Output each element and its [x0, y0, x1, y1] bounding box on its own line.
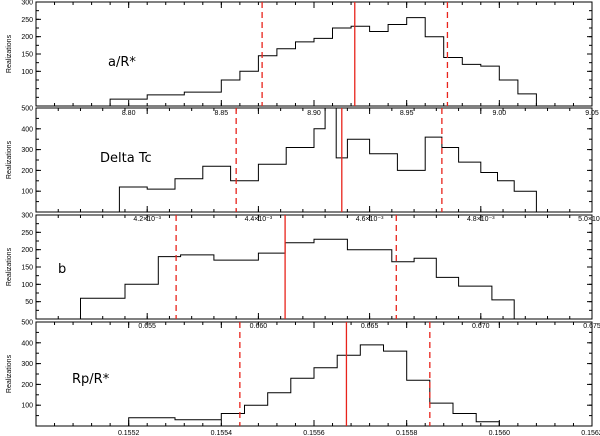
- y-tick-label-3-3: 400: [21, 340, 33, 347]
- y-tick-label-1-3: 400: [21, 126, 33, 133]
- histogram-series-2: [47, 238, 515, 320]
- y-axis-label-2: Realizations: [6, 247, 13, 286]
- parameter-label-2: b: [58, 262, 66, 277]
- x-tick-label-3-0: 0.1552: [118, 430, 140, 436]
- x-tick-label-0-4: 9.00: [493, 110, 507, 117]
- y-tick-label-2-2: 150: [21, 265, 33, 272]
- x-tick-label-2-1: 0.660: [250, 323, 268, 330]
- x-tick-label-0-2: 8.90: [307, 110, 321, 117]
- y-tick-label-2-4: 250: [21, 230, 33, 237]
- panel-frame-2: [35, 214, 593, 320]
- y-tick-label-0-3: 250: [21, 17, 33, 24]
- y-tick-label-1-0: 100: [21, 189, 33, 196]
- y-tick-label-0-0: 100: [21, 69, 33, 76]
- y-tick-label-3-1: 200: [21, 382, 33, 389]
- y-tick-label-1-4: 500: [21, 106, 33, 113]
- parameter-label-1: Delta Tc: [100, 151, 152, 166]
- x-tick-label-3-2: 0.1556: [303, 430, 325, 436]
- panel-frame-0: [35, 1, 593, 107]
- y-tick-label-0-4: 300: [21, 0, 33, 7]
- x-tick-label-0-3: 8.95: [400, 110, 414, 117]
- x-tick-label-0-1: 8.85: [215, 110, 229, 117]
- y-tick-label-0-2: 200: [21, 34, 33, 41]
- y-axis-label-1: Realizations: [6, 140, 13, 179]
- parameter-label-0: a/R*: [108, 55, 136, 70]
- x-tick-label-3-4: 0.1560: [489, 430, 511, 436]
- y-tick-label-3-4: 500: [21, 320, 33, 327]
- x-tick-label-2-3: 0.670: [472, 323, 490, 330]
- y-tick-label-1-2: 300: [21, 147, 33, 154]
- x-tick-label-3-3: 0.1558: [396, 430, 418, 436]
- y-tick-label-3-2: 300: [21, 361, 33, 368]
- y-tick-label-2-0: 50: [25, 299, 33, 306]
- x-tick-label-3-1: 0.1554: [211, 430, 233, 436]
- histogram-series-3: [82, 344, 500, 427]
- histogram-series-1: [91, 107, 537, 213]
- x-tick-label-2-0: 0.655: [138, 323, 156, 330]
- y-tick-label-3-0: 100: [21, 403, 33, 410]
- y-tick-label-2-1: 100: [21, 282, 33, 289]
- parameter-label-3: Rp/R*: [72, 372, 110, 387]
- x-tick-label-1-4: 5.0×10⁻³: [578, 216, 600, 223]
- y-tick-label-2-3: 200: [21, 247, 33, 254]
- y-tick-label-0-1: 150: [21, 52, 33, 59]
- histogram-series-0: [73, 17, 537, 107]
- x-tick-label-2-2: 0.665: [361, 323, 379, 330]
- y-axis-label-0: Realizations: [6, 34, 13, 73]
- y-tick-label-2-5: 300: [21, 213, 33, 220]
- y-tick-label-1-1: 200: [21, 168, 33, 175]
- y-axis-label-3: Realizations: [6, 354, 13, 393]
- x-tick-label-0-0: 8.80: [122, 110, 136, 117]
- x-tick-label-3-5: 0.1562: [581, 430, 600, 436]
